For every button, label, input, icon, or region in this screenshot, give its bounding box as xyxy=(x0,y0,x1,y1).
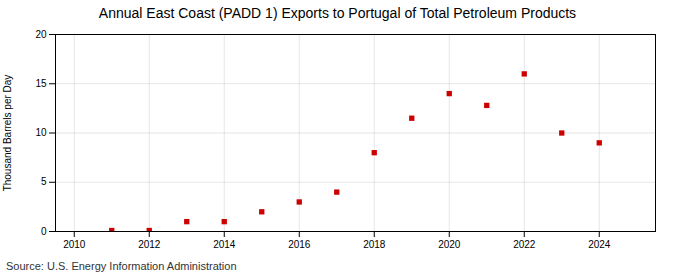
svg-text:5: 5 xyxy=(41,176,47,187)
html-text:Source: U.S. Energy Informatio: Source: U.S. Energy Information Administ… xyxy=(6,260,237,272)
svg-text:2010: 2010 xyxy=(63,239,86,250)
html-text:Annual East Coast (PADD 1) Exp: Annual East Coast (PADD 1) Exports to Po… xyxy=(98,5,577,21)
svg-text:2020: 2020 xyxy=(438,239,461,250)
svg-text:10: 10 xyxy=(35,127,47,138)
svg-text:2022: 2022 xyxy=(513,239,536,250)
svg-text:2016: 2016 xyxy=(288,239,311,250)
svg-text:2014: 2014 xyxy=(213,239,236,250)
svg-text:0: 0 xyxy=(41,226,47,237)
svg-text:Thousand Barrels per Day: Thousand Barrels per Day xyxy=(2,75,13,192)
svg-text:2024: 2024 xyxy=(588,239,611,250)
svg-text:2012: 2012 xyxy=(138,239,161,250)
svg-text:2018: 2018 xyxy=(363,239,386,250)
svg-text:20: 20 xyxy=(35,29,47,40)
svg-text:15: 15 xyxy=(35,78,47,89)
